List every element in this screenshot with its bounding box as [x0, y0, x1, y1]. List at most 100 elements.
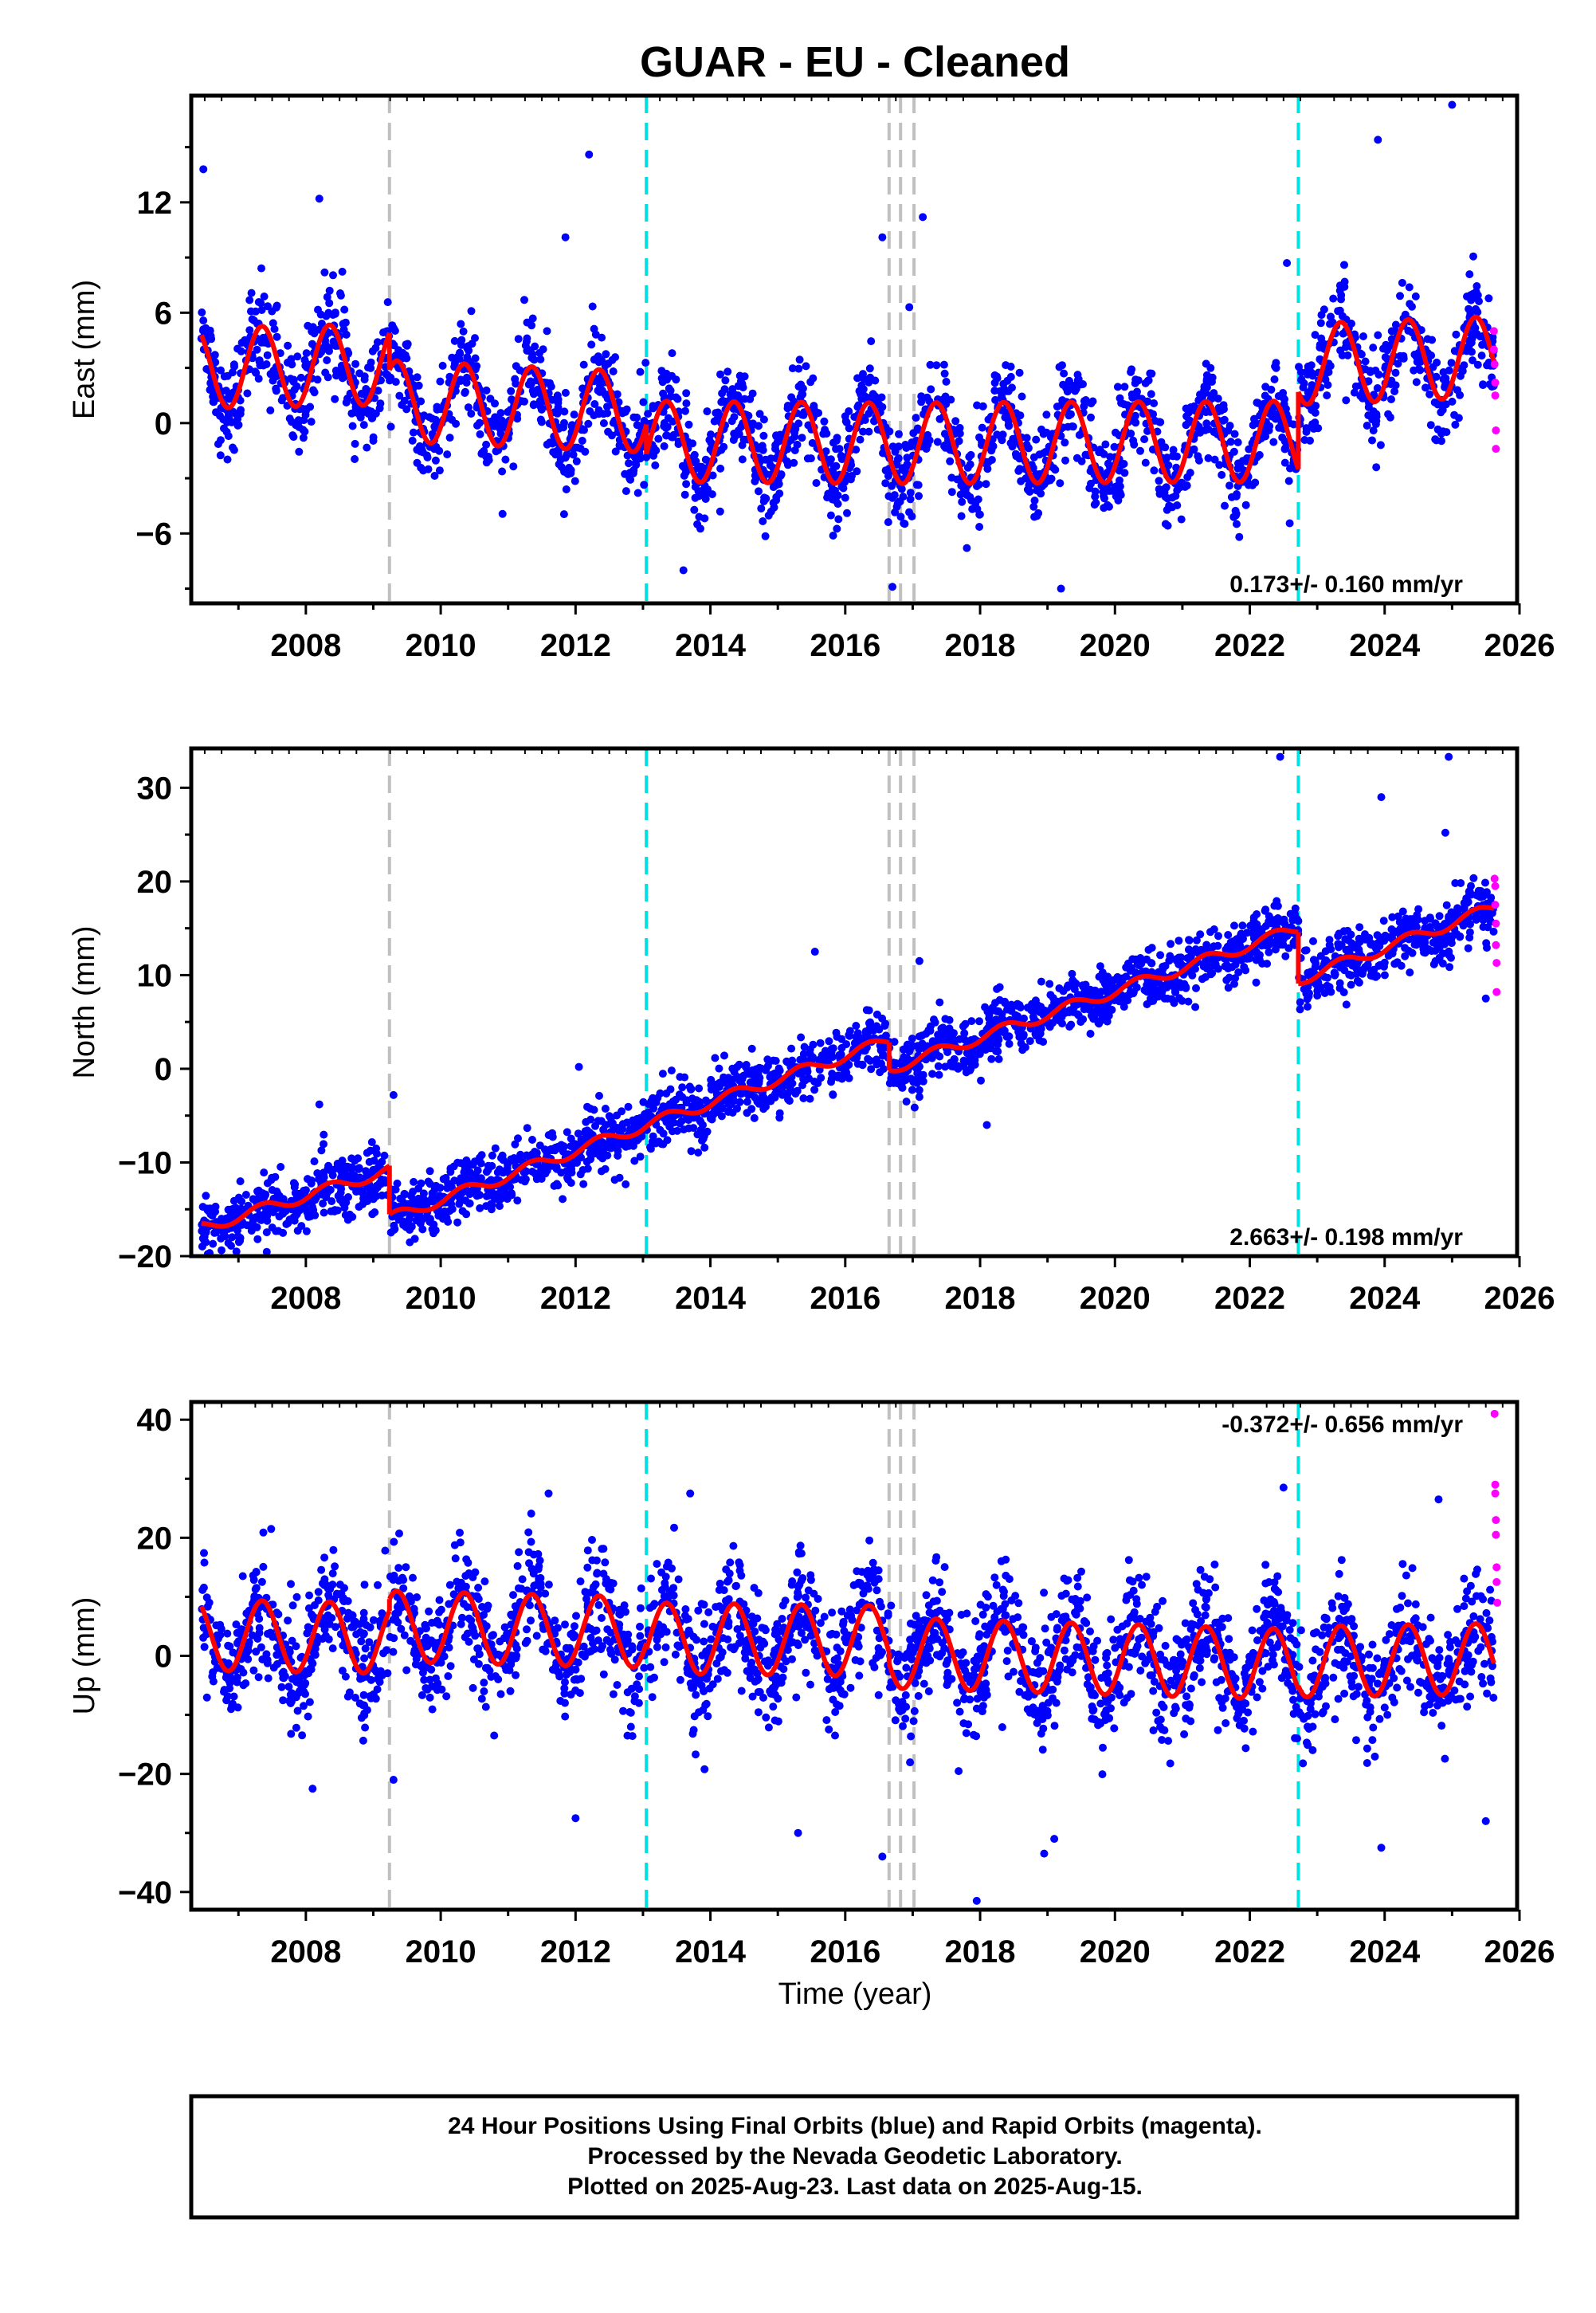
- final-orbit-point: [749, 419, 757, 428]
- final-orbit-point: [786, 436, 795, 445]
- final-orbit-point: [1025, 1037, 1034, 1046]
- final-orbit-point: [932, 361, 941, 370]
- final-orbit-point: [867, 337, 876, 346]
- final-orbit-point: [869, 1027, 878, 1035]
- final-orbit-point: [393, 351, 402, 360]
- final-orbit-point: [1156, 418, 1165, 426]
- final-orbit-point: [1001, 997, 1009, 1006]
- final-orbit-point: [1100, 504, 1108, 512]
- final-orbit-point: [1411, 292, 1420, 300]
- final-orbit-point: [934, 1062, 943, 1070]
- final-orbit-point: [725, 1106, 734, 1115]
- final-orbit-point: [325, 347, 333, 355]
- final-orbit-point: [1442, 901, 1451, 909]
- final-orbit-point: [310, 1157, 319, 1166]
- final-orbit-point: [658, 1070, 667, 1078]
- final-orbit-point: [419, 1189, 428, 1198]
- final-orbit-point: [288, 431, 297, 440]
- final-orbit-point: [559, 510, 568, 519]
- final-orbit-point: [645, 1113, 653, 1121]
- final-orbit-point: [1015, 368, 1024, 377]
- final-orbit-point: [783, 404, 792, 413]
- final-orbit-point: [1173, 452, 1181, 461]
- final-orbit-point: [356, 413, 365, 422]
- final-orbit-point: [1045, 1021, 1053, 1030]
- final-orbit-point: [386, 375, 395, 383]
- final-orbit-point: [707, 430, 715, 439]
- final-orbit-point: [1343, 926, 1352, 935]
- final-orbit-point: [1184, 997, 1193, 1006]
- final-orbit-point: [863, 1031, 872, 1040]
- final-orbit-point: [761, 495, 770, 504]
- final-orbit-point: [688, 439, 697, 448]
- final-orbit-point: [1431, 435, 1440, 444]
- final-orbit-point: [1186, 403, 1195, 411]
- final-orbit-point: [1469, 356, 1476, 365]
- final-orbit-point: [1224, 931, 1233, 939]
- final-orbit-point: [1158, 442, 1167, 451]
- final-orbit-point: [737, 1088, 746, 1097]
- final-orbit-point: [928, 1070, 937, 1078]
- final-orbit-point: [1116, 491, 1125, 499]
- final-orbit-point: [1008, 442, 1017, 451]
- final-orbit-point: [1098, 1012, 1107, 1021]
- final-orbit-point: [1004, 387, 1013, 395]
- final-orbit-point: [572, 457, 581, 465]
- final-orbit-point: [695, 1084, 704, 1093]
- final-orbit-point: [307, 418, 316, 426]
- final-orbit-point: [1464, 944, 1472, 952]
- final-orbit-point: [1463, 293, 1471, 300]
- final-orbit-point: [1290, 914, 1299, 923]
- final-orbit-point: [847, 461, 856, 469]
- final-orbit-point: [282, 1219, 291, 1228]
- final-orbit-point: [255, 356, 264, 365]
- final-orbit-point: [854, 401, 863, 410]
- east-rate-label: 0.173+/- 0.160 mm/yr: [1229, 571, 1463, 598]
- final-orbit-point: [299, 434, 308, 442]
- final-orbit-point: [1452, 330, 1461, 339]
- x-tick-label: 2008: [270, 628, 341, 663]
- final-orbit-point: [1080, 397, 1088, 406]
- final-orbit-point: [1347, 980, 1355, 989]
- final-orbit-point: [410, 1177, 418, 1186]
- final-orbit-point: [1192, 984, 1200, 992]
- final-orbit-point: [209, 1239, 218, 1248]
- final-orbit-point: [563, 450, 571, 459]
- final-orbit-point: [1091, 493, 1100, 501]
- final-orbit-point: [1379, 917, 1388, 925]
- final-orbit-point: [959, 1056, 968, 1065]
- final-orbit-point: [665, 384, 673, 393]
- final-orbit-point: [1238, 921, 1247, 930]
- final-orbit-point: [511, 375, 520, 383]
- x-tick-label: 2014: [675, 628, 747, 663]
- final-orbit-point: [482, 458, 491, 467]
- final-orbit-point: [950, 1054, 959, 1063]
- final-orbit-point: [1320, 305, 1328, 314]
- final-orbit-point: [455, 355, 464, 363]
- final-orbit-point: [295, 422, 304, 431]
- final-orbit-point: [947, 1062, 956, 1070]
- final-orbit-point: [249, 1195, 257, 1204]
- final-orbit-point: [939, 360, 948, 369]
- final-orbit-point: [1211, 960, 1220, 968]
- final-orbit-point: [714, 408, 723, 417]
- final-orbit-point: [554, 1181, 563, 1190]
- final-orbit-point: [548, 1133, 557, 1141]
- final-orbit-point: [473, 362, 481, 371]
- final-orbit-point: [331, 395, 339, 403]
- final-orbit-point: [1155, 485, 1163, 493]
- final-orbit-point: [787, 1044, 796, 1053]
- final-orbit-point: [1261, 432, 1270, 441]
- final-orbit-point: [1281, 952, 1290, 960]
- final-orbit-point: [523, 334, 531, 343]
- final-orbit-point: [682, 389, 691, 398]
- final-orbit-point: [1366, 367, 1374, 375]
- final-orbit-point: [355, 1164, 363, 1173]
- final-orbit-point: [340, 1204, 349, 1212]
- final-orbit-point: [1221, 501, 1229, 510]
- final-orbit-point: [896, 512, 905, 521]
- final-orbit-point: [563, 1175, 572, 1184]
- final-orbit-point: [1284, 944, 1293, 952]
- final-orbit-point: [591, 1121, 599, 1130]
- final-orbit-point: [651, 1095, 660, 1103]
